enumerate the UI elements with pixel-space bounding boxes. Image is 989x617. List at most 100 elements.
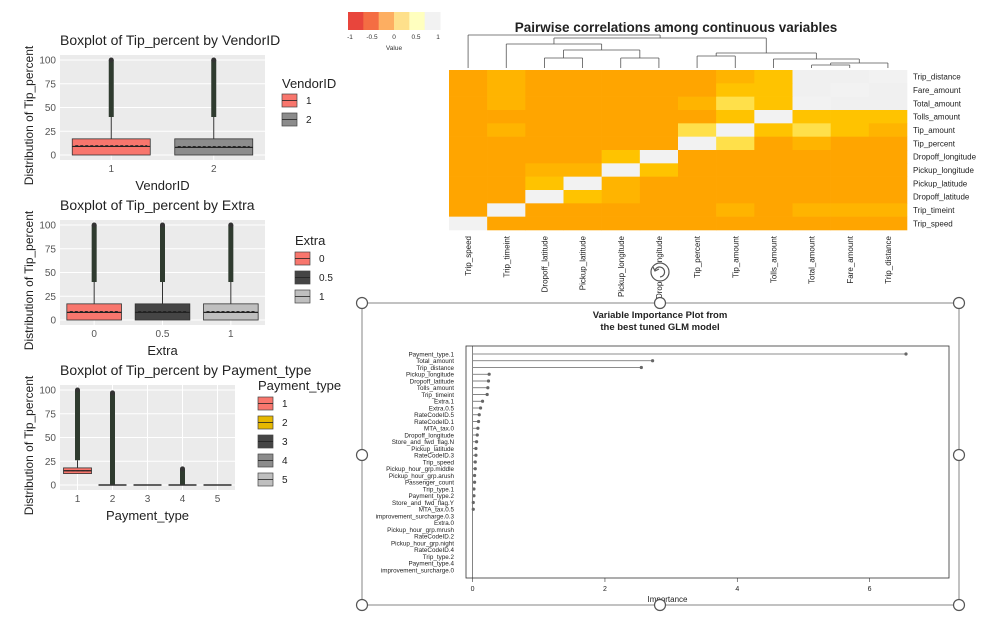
lollipop-point [473, 460, 477, 464]
heatmap-cell [601, 176, 641, 191]
heatmap-cell [678, 150, 717, 164]
heatmap-cell [487, 163, 526, 177]
heatmap-cell [449, 96, 488, 111]
resize-handle[interactable] [952, 598, 966, 612]
heatmap-cell [868, 83, 908, 97]
importance-label: RateCodeID.1 [414, 419, 454, 426]
heatmap-cell [868, 190, 908, 204]
y-tick-label: 25 [45, 292, 57, 303]
heatmap-cell [449, 110, 488, 124]
heatmap-cell [678, 123, 717, 137]
x-tick-label: 0 [91, 329, 97, 340]
heatmap-cell [830, 123, 870, 137]
heatmap-cell [525, 163, 564, 177]
resize-handle[interactable] [653, 296, 667, 310]
legend-label: 1 [282, 399, 288, 410]
heatmap-cell [639, 176, 679, 191]
importance-label: Store_and_fwd_flag.Y [392, 500, 455, 507]
legend-label: 2 [282, 418, 288, 429]
x-tick-label: 5 [215, 494, 221, 505]
x-axis-label: Extra [147, 343, 178, 358]
resize-handle[interactable] [355, 598, 369, 612]
rotate-icon[interactable] [650, 262, 670, 282]
heatmap-cell [563, 203, 602, 217]
column-label: Trip_speed [464, 236, 473, 276]
heatmap-cell [830, 216, 870, 231]
importance-label: Passenger_count [405, 480, 454, 487]
importance-label: Pickup_hour_grp.night [391, 540, 454, 547]
heatmap-cell [678, 176, 717, 191]
x-tick-label: 0.5 [156, 329, 170, 340]
resize-handle[interactable] [653, 598, 667, 612]
heatmap-cell [601, 70, 641, 84]
legend-label: 0 [319, 254, 325, 265]
y-tick-label: 75 [45, 409, 57, 420]
resize-handle[interactable] [952, 448, 966, 462]
x-axis-label: Payment_type [106, 508, 189, 523]
heatmap-cell [639, 190, 679, 204]
correlation-heatmap: -1 -0.5 0 0.5 1 Value Trip_distance Fare_amoun… [347, 12, 977, 299]
colorbar-segment [424, 12, 441, 30]
importance-label: Trip_distance [416, 365, 454, 372]
heatmap-cell [716, 110, 755, 124]
heatmap-cell [639, 136, 679, 151]
lollipop-point [486, 386, 490, 390]
y-tick-label: 25 [45, 127, 57, 138]
importance-label: Total_amount [416, 358, 454, 365]
heatmap-cell [678, 163, 717, 177]
heatmap-cell [487, 110, 526, 124]
heatmap-cell [792, 190, 831, 204]
column-label: Fare_amount [846, 235, 855, 283]
heatmap-cell [601, 150, 641, 164]
legend-title: Extra [295, 233, 326, 248]
heatmap-cell [601, 203, 641, 217]
heatmap-cell [754, 176, 793, 191]
row-label: Total_amount [913, 99, 962, 108]
importance-label: Tolls_amount [417, 385, 454, 392]
y-axis-label: Distribution of Tip_percent [22, 210, 36, 350]
importance-label: RateCodeID.4 [414, 547, 454, 554]
lollipop-point [486, 379, 491, 383]
importance-label: Payment_type.1 [408, 351, 454, 358]
heatmap-cell [678, 70, 717, 84]
heatmap-cell [601, 136, 641, 151]
legend-label: 4 [282, 456, 288, 467]
column-label: Total_amount [808, 235, 817, 284]
heatmap-cell [716, 163, 755, 177]
x-axis-label: Importance [647, 595, 688, 604]
heatmap-cell [601, 216, 641, 231]
resize-handle[interactable] [355, 448, 369, 462]
rotate-icon-arrow [654, 266, 666, 278]
heatmap-cell [868, 110, 908, 124]
heatmap-cell [563, 83, 602, 97]
legend-label: 1 [306, 96, 312, 107]
heatmap-cell [792, 123, 831, 137]
resize-handle[interactable] [355, 296, 369, 310]
heatmap-cell [449, 203, 488, 217]
importance-label: Pickup_hour_grp.mrush [387, 527, 454, 534]
rotate-icon-head [652, 266, 660, 272]
lollipop-point [473, 473, 477, 478]
colorbar-tick-label: 0.5 [411, 34, 420, 41]
heatmap-cell [487, 96, 526, 111]
heatmap-cell [830, 203, 870, 217]
row-label: Pickup_longitude [913, 166, 974, 175]
resize-handle[interactable] [952, 296, 966, 310]
heatmap-cell [792, 176, 831, 191]
colorbar-tick-label: 0 [392, 34, 396, 41]
heatmap-cell [830, 96, 870, 111]
selection-handles[interactable] [355, 262, 966, 612]
importance-label: Extra.0.5 [429, 405, 455, 412]
dendrogram [467, 34, 889, 68]
outlier-point [160, 222, 165, 228]
legend-title: VendorID [282, 76, 336, 91]
x-tick-label: 6 [868, 586, 872, 593]
lollipop-point [473, 480, 477, 484]
row-label: Trip_timeint [913, 206, 955, 215]
x-tick-label: 2 [603, 586, 607, 593]
lollipop-point [474, 440, 479, 444]
heatmap-cell [449, 83, 488, 97]
heatmap-cell [525, 150, 564, 164]
